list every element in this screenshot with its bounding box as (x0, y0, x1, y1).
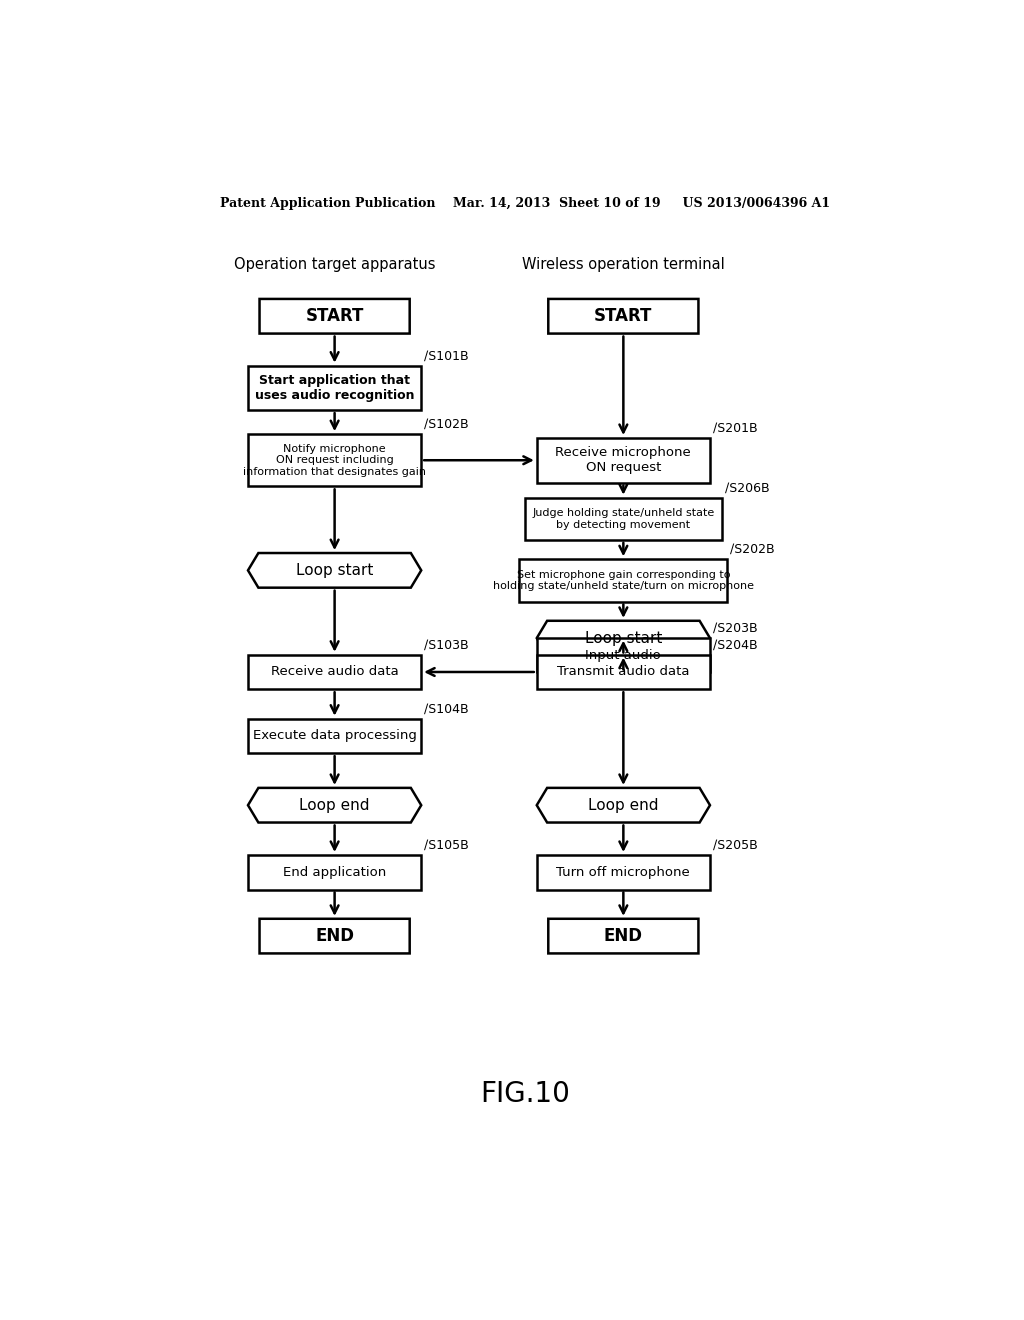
Text: ∕S202B: ∕S202B (730, 543, 775, 556)
Text: ∕S205B: ∕S205B (713, 838, 758, 851)
Polygon shape (248, 788, 421, 822)
Text: Loop end: Loop end (299, 797, 370, 813)
Text: ∕S203B: ∕S203B (713, 622, 758, 635)
Text: ∕S204B: ∕S204B (713, 639, 758, 652)
Polygon shape (248, 553, 421, 587)
Text: ∕S201B: ∕S201B (713, 422, 758, 434)
Bar (248, 434, 421, 487)
Text: ∕S206B: ∕S206B (725, 482, 769, 495)
Text: ∕S103B: ∕S103B (424, 639, 469, 652)
FancyBboxPatch shape (259, 919, 410, 953)
Text: Notify microphone
ON request including
information that designates gain: Notify microphone ON request including i… (243, 444, 426, 477)
Bar (248, 855, 421, 890)
Text: Wireless operation terminal: Wireless operation terminal (522, 257, 725, 272)
Bar (248, 718, 421, 754)
Bar (519, 560, 727, 602)
Text: Receive microphone
ON request: Receive microphone ON request (555, 446, 691, 474)
Text: Input audio: Input audio (586, 648, 662, 661)
Bar (537, 638, 710, 672)
Text: Judge holding state/unheld state
by detecting movement: Judge holding state/unheld state by dete… (532, 508, 715, 529)
Text: END: END (604, 927, 643, 945)
Text: Receive audio data: Receive audio data (270, 665, 398, 678)
FancyBboxPatch shape (259, 298, 410, 334)
Text: ∕S101B: ∕S101B (424, 350, 469, 363)
FancyBboxPatch shape (548, 298, 698, 334)
Text: END: END (315, 927, 354, 945)
Bar (537, 855, 710, 890)
Text: End application: End application (283, 866, 386, 879)
Polygon shape (537, 788, 710, 822)
Text: ∕S104B: ∕S104B (424, 702, 469, 715)
Bar (248, 366, 421, 411)
Text: ∕S102B: ∕S102B (424, 418, 469, 430)
Text: Execute data processing: Execute data processing (253, 730, 417, 742)
Polygon shape (537, 620, 710, 656)
FancyBboxPatch shape (548, 919, 698, 953)
Text: Transmit audio data: Transmit audio data (557, 665, 689, 678)
Text: ∕S105B: ∕S105B (424, 838, 469, 851)
Bar (537, 655, 710, 689)
Text: Patent Application Publication    Mar. 14, 2013  Sheet 10 of 19     US 2013/0064: Patent Application Publication Mar. 14, … (220, 197, 829, 210)
Text: START: START (305, 308, 364, 325)
Text: Loop start: Loop start (585, 631, 663, 645)
Bar (537, 438, 710, 483)
Text: Set microphone gain corresponding to
holding state/unheld state/turn on micropho: Set microphone gain corresponding to hol… (493, 569, 754, 591)
Text: Start application that
uses audio recognition: Start application that uses audio recogn… (255, 374, 415, 401)
Text: FIG.10: FIG.10 (480, 1080, 569, 1107)
Bar (525, 498, 722, 540)
Text: Loop end: Loop end (588, 797, 658, 813)
Text: Operation target apparatus: Operation target apparatus (233, 257, 435, 272)
Bar (248, 655, 421, 689)
Text: Loop start: Loop start (296, 562, 374, 578)
Text: Turn off microphone: Turn off microphone (556, 866, 690, 879)
Text: START: START (594, 308, 652, 325)
